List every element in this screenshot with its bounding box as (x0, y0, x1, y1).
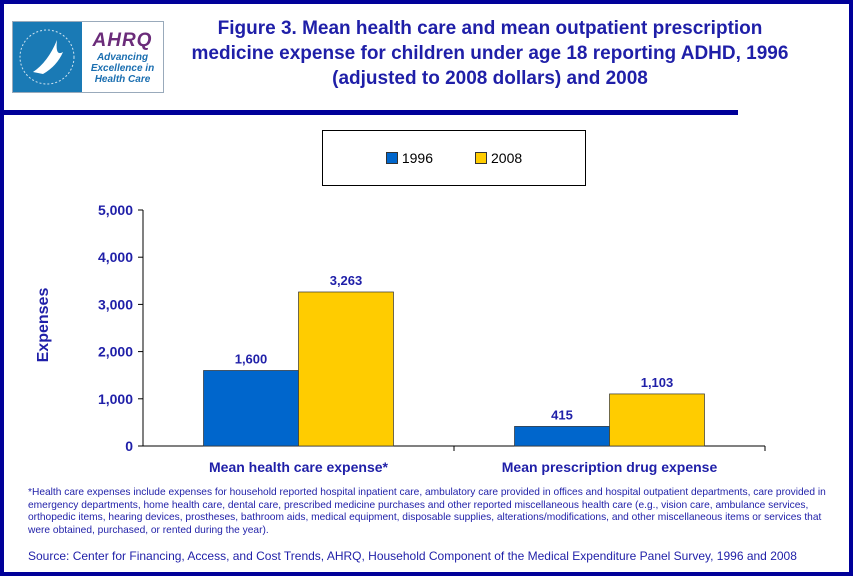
footnote: *Health care expenses include expenses f… (28, 487, 826, 536)
source-note: Source: Center for Financing, Access, an… (28, 549, 797, 563)
legend-item-2008: 2008 (475, 150, 522, 166)
legend-item-1996: 1996 (385, 150, 433, 166)
chart-title: Figure 3. Mean health care and mean outp… (191, 18, 789, 89)
hhs-eagle-seal (13, 22, 82, 92)
legend-swatch (475, 152, 487, 164)
legend: 1996 2008 (322, 130, 586, 186)
legend-swatch (385, 152, 398, 164)
title-divider (0, 110, 738, 115)
ahrq-logo: AHRQ Advancing Excellence in Health Care (12, 21, 164, 93)
